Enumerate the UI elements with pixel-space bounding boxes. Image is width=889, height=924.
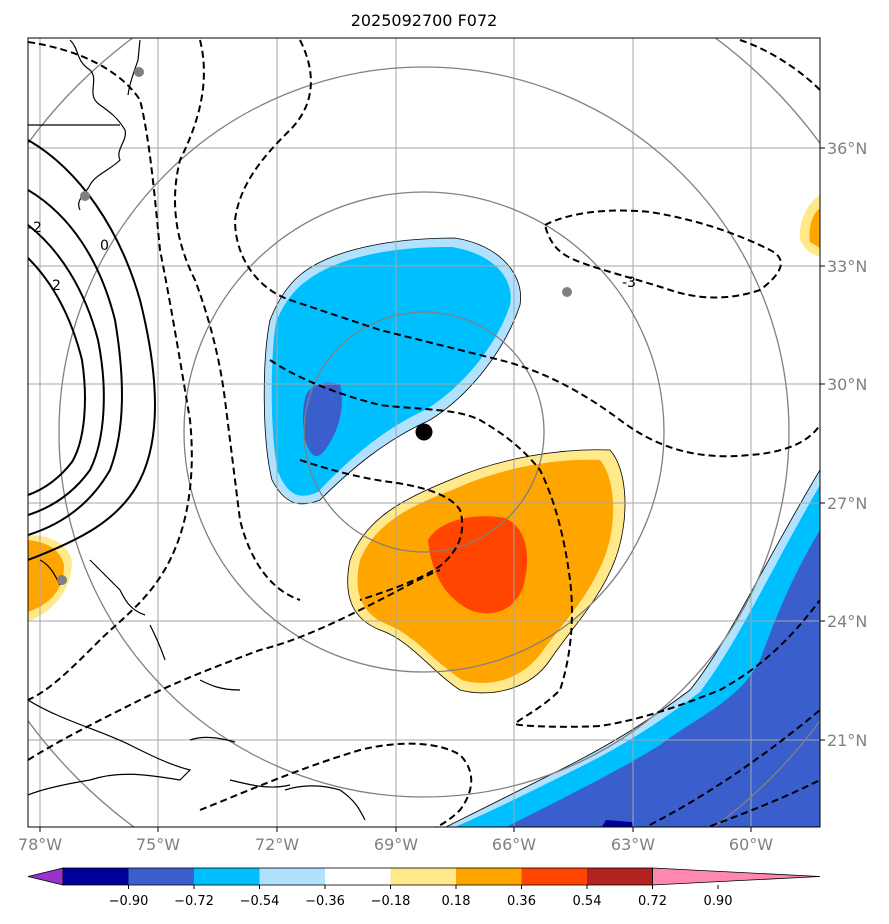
colorbar-tick-label: −0.54 [240, 894, 280, 909]
lat-label: 24°N [827, 612, 867, 631]
contour-labels: -2 0 2 -3 [28, 220, 636, 294]
lon-label: 66°W [492, 835, 536, 854]
latitude-labels: 36°N 33°N 30°N 27°N 24°N 21°N [827, 139, 867, 750]
colorbar-tick-label: 0.90 [704, 894, 733, 909]
contours [28, 39, 820, 827]
map-title: 2025092700 F072 [351, 11, 498, 30]
contour-label-d: -3 [622, 275, 636, 291]
colorbar-tick-label: 0.18 [442, 894, 471, 909]
anomaly-fill [28, 195, 820, 827]
colorbar-tick-label: −0.72 [174, 894, 214, 909]
lat-label: 21°N [827, 731, 867, 750]
lon-label: 75°W [136, 835, 180, 854]
colorbar: −0.90 −0.72 −0.54 −0.36 −0.18 0.18 0.36 0.54 0.7… [27, 867, 821, 909]
lon-label: 78°W [18, 835, 62, 854]
colorbar-segment [194, 868, 260, 885]
colorbar-segment [63, 868, 129, 885]
station-markers [57, 67, 572, 585]
positive-anomaly-northeast-core [809, 208, 820, 248]
colorbar-segment [259, 868, 326, 885]
colorbar-segment [587, 868, 653, 885]
lon-label: 60°W [729, 835, 773, 854]
colorbar-frame [62, 867, 653, 886]
positive-anomaly-central-peak [428, 516, 528, 614]
lon-ticks [39, 827, 752, 832]
negative-anomaly-southeast-min [601, 820, 634, 827]
colorbar-segment [521, 868, 588, 885]
colorbar-tick-label: −0.90 [109, 894, 149, 909]
lat-label: 36°N [827, 139, 867, 158]
negative-anomaly-southeast-deep [505, 530, 820, 827]
longitude-labels: 78°W 75°W 72°W 69°W 66°W 63°W 60°W [18, 835, 773, 854]
lat-label: 27°N [827, 494, 867, 513]
colorbar-tick-label: 0.36 [507, 894, 536, 909]
contour-label-a: -2 [28, 220, 42, 236]
contour-label-b: 0 [100, 238, 109, 254]
colorbar-segment [128, 868, 195, 885]
station-marker [562, 287, 572, 297]
graticule [28, 38, 820, 827]
station-marker [57, 575, 67, 585]
lat-label: 30°N [827, 375, 867, 394]
colorbar-extend-high [652, 867, 821, 886]
colorbar-extend-low [27, 867, 64, 886]
colorbar-segment [390, 868, 457, 885]
colorbar-tick-label: 0.54 [573, 894, 602, 909]
storm-center-marker [415, 423, 433, 441]
lon-label: 69°W [374, 835, 418, 854]
map-frame [27, 37, 821, 828]
colorbar-segment [456, 868, 522, 885]
station-marker [80, 191, 90, 201]
lon-label: 63°W [611, 835, 655, 854]
lat-ticks [820, 147, 825, 741]
contour-label-c: 2 [52, 278, 61, 294]
colorbar-segment [325, 868, 391, 885]
colorbar-tick-label: 0.72 [638, 894, 667, 909]
lat-label: 33°N [827, 257, 867, 276]
station-marker [134, 67, 144, 77]
lon-label: 72°W [255, 835, 299, 854]
positive-anomaly-west-core [28, 540, 64, 612]
colorbar-tick-label: −0.18 [371, 894, 411, 909]
negative-anomaly-north-deep [302, 382, 342, 457]
colorbar-tick-label: −0.36 [305, 894, 345, 909]
coastlines [28, 39, 366, 821]
